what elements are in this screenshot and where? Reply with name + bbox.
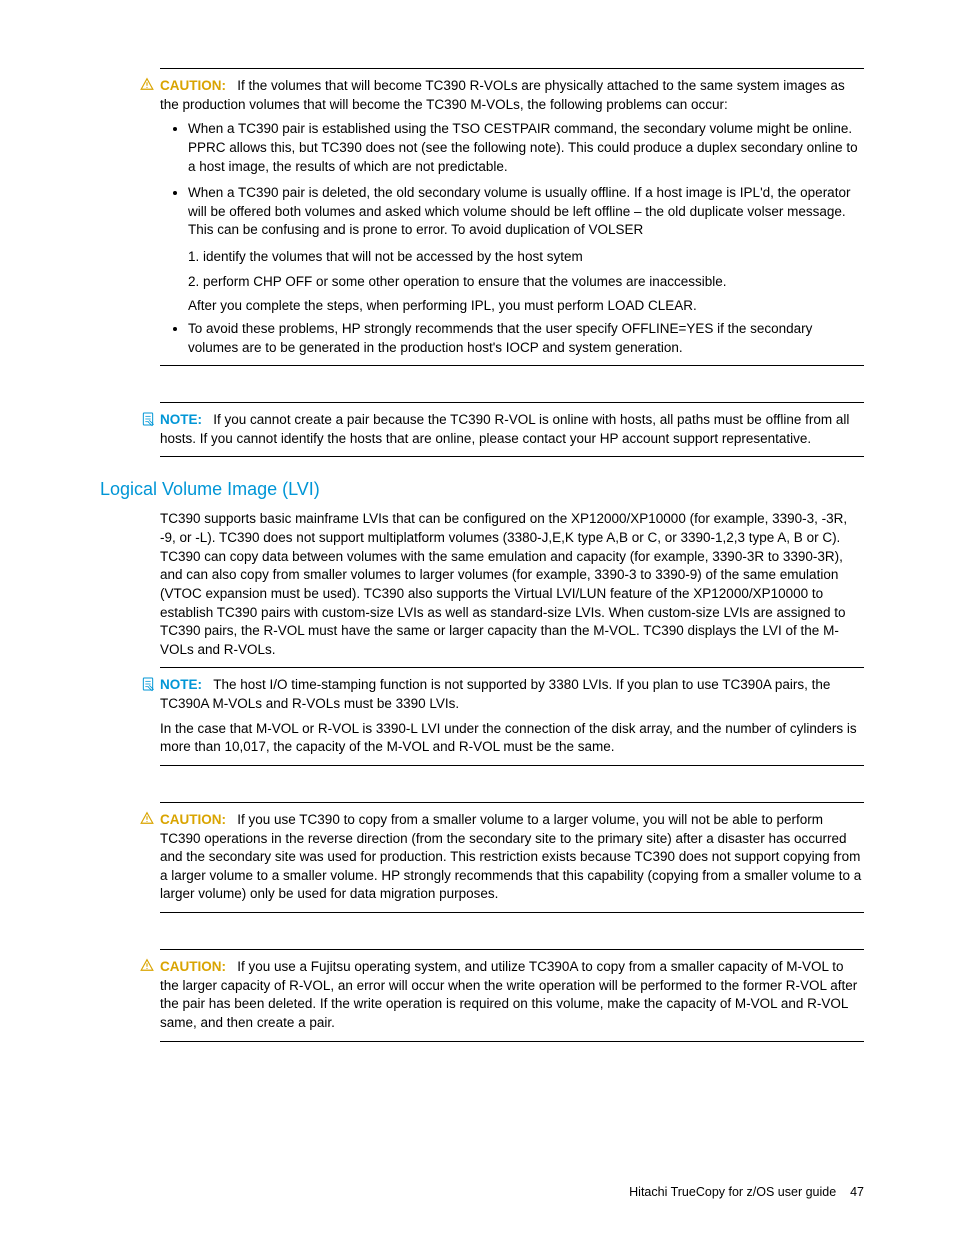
caution-icon <box>140 958 154 978</box>
divider <box>160 667 864 668</box>
note-label: NOTE: <box>160 412 202 427</box>
divider <box>160 765 864 766</box>
section-heading-lvi: Logical Volume Image (LVI) <box>100 479 864 500</box>
footer-title: Hitachi TrueCopy for z/OS user guide <box>629 1185 836 1199</box>
numbered-step-2: 2. perform CHP OFF or some other operati… <box>188 273 864 292</box>
note-text: If you cannot create a pair because the … <box>160 412 849 446</box>
document-page: CAUTION: If the volumes that will become… <box>0 0 954 1235</box>
caution-callout-3: CAUTION: If you use a Fujitsu operating … <box>160 958 864 1033</box>
caution-callout-2: CAUTION: If you use TC390 to copy from a… <box>160 811 864 904</box>
list-item: To avoid these problems, HP strongly rec… <box>188 320 864 357</box>
divider <box>160 456 864 457</box>
caution-text: If the volumes that will become TC390 R-… <box>160 78 845 112</box>
note-callout-2: NOTE: The host I/O time-stamping functio… <box>160 676 864 713</box>
after-steps-text: After you complete the steps, when perfo… <box>188 297 864 316</box>
caution-callout-1: CAUTION: If the volumes that will become… <box>160 77 864 114</box>
footer-page-number: 47 <box>850 1185 864 1199</box>
divider <box>160 68 864 69</box>
note2-paragraph-2: In the case that M-VOL or R-VOL is 3390-… <box>160 720 864 757</box>
caution-icon <box>140 77 154 97</box>
caution1-bullet-list: When a TC390 pair is established using t… <box>160 120 864 240</box>
caution-label: CAUTION: <box>160 78 226 93</box>
divider <box>160 912 864 913</box>
caution-text: If you use TC390 to copy from a smaller … <box>160 812 861 902</box>
note-icon <box>140 676 156 698</box>
note-text: The host I/O time-stamping function is n… <box>160 677 830 711</box>
caution1-bullet-list-cont: To avoid these problems, HP strongly rec… <box>160 320 864 357</box>
list-item-text: When a TC390 pair is deleted, the old se… <box>188 185 850 237</box>
divider <box>160 802 864 803</box>
page-footer: Hitachi TrueCopy for z/OS user guide 47 <box>629 1185 864 1199</box>
note-callout-1: NOTE: If you cannot create a pair becaus… <box>160 411 864 448</box>
note-label: NOTE: <box>160 677 202 692</box>
note-icon <box>140 411 156 433</box>
divider <box>160 1041 864 1042</box>
list-item: When a TC390 pair is established using t… <box>188 120 864 176</box>
lvi-paragraph: TC390 supports basic mainframe LVIs that… <box>160 510 864 659</box>
numbered-step-1: 1. identify the volumes that will not be… <box>188 248 864 267</box>
divider <box>160 402 864 403</box>
divider <box>160 949 864 950</box>
divider <box>160 365 864 366</box>
caution-text: If you use a Fujitsu operating system, a… <box>160 959 857 1030</box>
caution-label: CAUTION: <box>160 959 226 974</box>
caution-icon <box>140 811 154 831</box>
list-item: When a TC390 pair is deleted, the old se… <box>188 184 864 240</box>
caution-label: CAUTION: <box>160 812 226 827</box>
